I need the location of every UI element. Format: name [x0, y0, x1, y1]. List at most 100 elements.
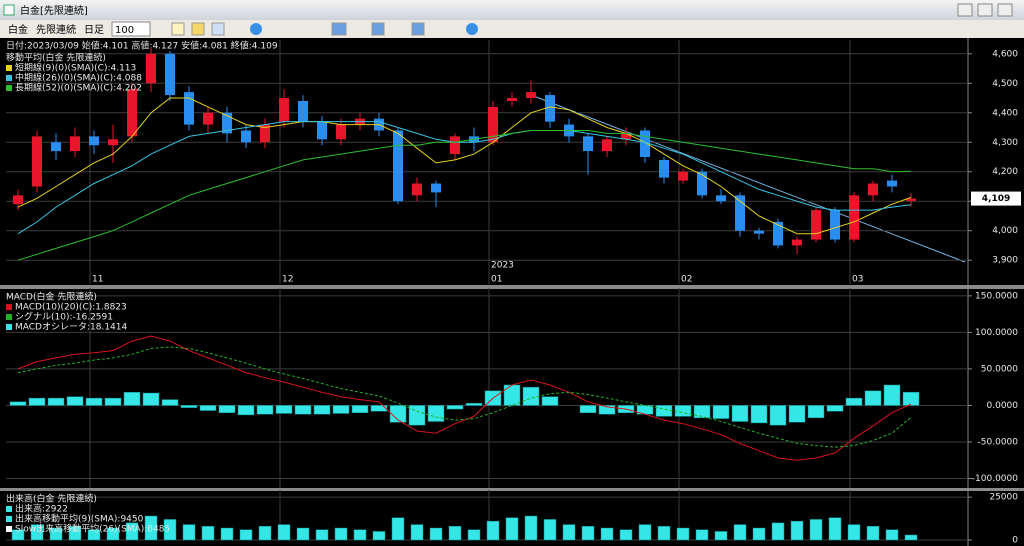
y-tick-label: 4,500 — [992, 79, 1018, 89]
legend-swatch — [6, 526, 12, 532]
window-buttons[interactable] — [957, 3, 1013, 17]
candle-body — [146, 53, 156, 84]
volume-bar — [334, 527, 348, 541]
oscillator-bar — [465, 402, 483, 406]
period-button[interactable]: 日足 — [84, 24, 104, 36]
y-tick-label: 25000 — [989, 493, 1018, 503]
legend-entry: シグナル(10):-16.2591 — [15, 311, 113, 323]
candle-body — [412, 183, 422, 196]
oscillator-bar — [579, 405, 597, 413]
window-title: 白金[先限連続] — [20, 4, 88, 17]
volume-bar — [163, 519, 177, 541]
volume-bar — [771, 522, 785, 541]
oscillator-bar — [864, 390, 882, 406]
volume-bar — [315, 529, 329, 541]
maximize-button[interactable] — [977, 3, 993, 17]
chart-area: 日付:2023/03/09 始値:4.101 高値:4.127 安値:4.081… — [0, 38, 1024, 546]
tool-icons[interactable] — [171, 22, 478, 36]
oscillator-bar — [503, 384, 521, 406]
candle-body — [241, 130, 251, 143]
y-tick-label: 150.0000 — [975, 291, 1018, 301]
tool-icon[interactable] — [171, 22, 185, 36]
oscillator-bar — [9, 401, 27, 406]
symbol-button[interactable]: 白金 — [8, 23, 28, 36]
oscillator-bar — [161, 399, 179, 406]
app-icon — [3, 4, 15, 16]
oscillator-bar — [85, 397, 103, 406]
volume-bar — [87, 529, 101, 541]
bars-value[interactable]: 100 — [115, 25, 134, 36]
candle-body — [792, 239, 802, 246]
y-tick-label: 0.0000 — [987, 401, 1019, 411]
y-tick-label: 0 — [1012, 536, 1018, 546]
bars-input[interactable] — [111, 21, 151, 37]
volume-bar — [372, 531, 386, 541]
y-tick-label: 4,200 — [992, 167, 1018, 177]
candle-body — [89, 136, 99, 146]
contract-button[interactable]: 先限連続 — [36, 23, 76, 36]
volume-bar — [619, 529, 633, 541]
tool-icon[interactable] — [371, 22, 385, 36]
candle-body — [659, 159, 669, 178]
legend-entry: 短期線(9)(0)(SMA)(C):4.113 — [15, 62, 136, 74]
candle-body — [32, 136, 42, 187]
candle-body — [602, 139, 612, 152]
oscillator-bar — [769, 405, 787, 426]
legend-swatch — [6, 324, 12, 330]
legend-entry: 長期線(52)(0)(SMA)(C):4.202 — [15, 82, 142, 94]
y-tick-label: -50.0000 — [978, 437, 1019, 447]
oscillator-bar — [256, 405, 274, 415]
oscillator-bar — [845, 397, 863, 406]
candle-body — [298, 100, 308, 122]
tool-icon[interactable] — [250, 23, 262, 35]
volume-bar — [543, 519, 557, 541]
minimize-button[interactable] — [957, 3, 973, 17]
tool-icon[interactable] — [211, 22, 225, 36]
tool-icon[interactable] — [331, 22, 347, 36]
candle-body — [488, 106, 498, 143]
oscillator-bar — [275, 405, 293, 414]
oscillator-bar — [351, 405, 369, 413]
volume-bar — [391, 517, 405, 541]
volume-bar — [904, 534, 918, 541]
oscillator-bar — [446, 405, 464, 410]
tool-icon[interactable] — [411, 22, 425, 36]
y-tick-label: -100.0000 — [972, 474, 1018, 484]
tool-icon[interactable] — [191, 22, 205, 36]
oscillator-bar — [826, 405, 844, 412]
close-button[interactable] — [997, 3, 1013, 17]
oscillator-bar — [693, 405, 711, 419]
candle-body — [583, 136, 593, 152]
volume-bar — [448, 526, 462, 541]
candle-body — [431, 183, 441, 193]
candle-body — [203, 112, 213, 125]
volume-bar — [258, 526, 272, 541]
legend-entry: 中期線(26)(0)(SMA)(C):4.088 — [15, 72, 142, 84]
oscillator-bar — [541, 396, 559, 406]
volume-bar — [733, 524, 747, 541]
oscillator-bar — [408, 405, 426, 426]
volume-bar — [220, 527, 234, 541]
volume-bar — [524, 515, 538, 541]
volume-bar — [410, 524, 424, 541]
volume-bar — [486, 520, 500, 541]
volume-bar — [809, 519, 823, 541]
y-tick-label: 4,600 — [992, 49, 1018, 59]
volume-bar — [638, 524, 652, 541]
candle-body — [849, 195, 859, 240]
legend-swatch — [6, 304, 12, 310]
oscillator-bar — [427, 405, 445, 422]
moving-average-line — [17, 97, 912, 235]
legend-entry: MACD(10)(20)(C):1.8823 — [15, 303, 127, 313]
volume-bar — [695, 529, 709, 541]
candle-body — [811, 210, 821, 240]
candle-body — [184, 92, 194, 125]
moving-average-line — [17, 130, 912, 261]
tool-icon[interactable] — [466, 23, 478, 35]
toolbar — [0, 20, 1024, 38]
y-tick-label: 100.0000 — [975, 328, 1018, 338]
candle-body — [393, 130, 403, 202]
candle-body — [640, 130, 650, 157]
volume-bar — [182, 524, 196, 541]
macd-line — [17, 335, 912, 461]
